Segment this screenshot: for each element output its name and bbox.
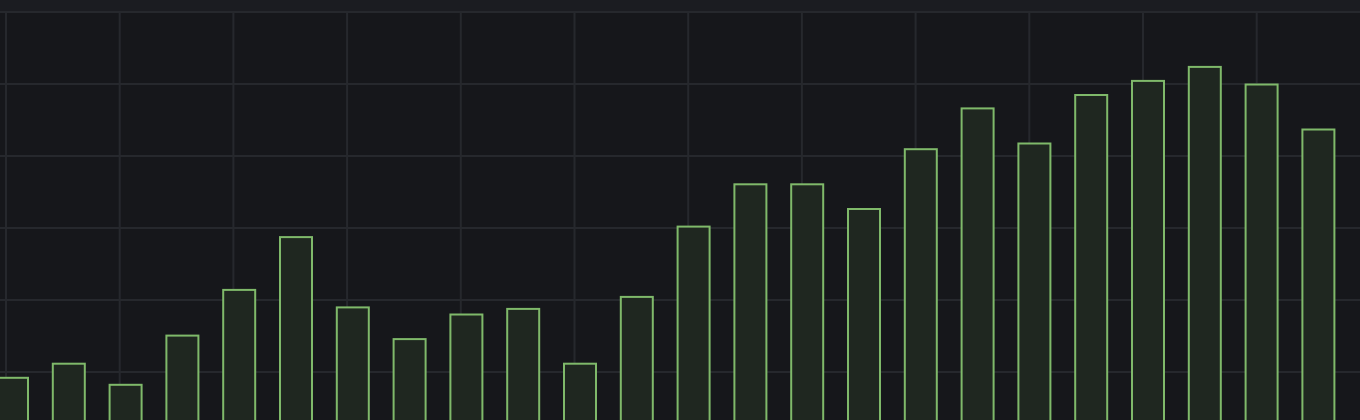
bars (0, 65, 1336, 420)
bar-1 (0, 376, 29, 420)
bar-6 (279, 236, 313, 420)
bar-20 (1074, 94, 1109, 420)
bar-4 (165, 334, 200, 420)
bar-21 (1131, 79, 1165, 420)
bar-7 (335, 306, 370, 420)
bar-16 (847, 208, 881, 420)
bar-23 (1244, 83, 1279, 420)
bar-13 (676, 225, 711, 420)
bar-3 (108, 383, 143, 420)
bar-10 (506, 307, 541, 420)
bar-2 (51, 362, 86, 420)
bar-11 (563, 362, 597, 420)
bar-24 (1301, 128, 1336, 420)
bar-15 (790, 183, 825, 420)
bar-9 (449, 313, 484, 420)
bar-8 (392, 338, 427, 420)
bar-17 (903, 148, 938, 420)
bar-14 (733, 183, 768, 420)
bar-22 (1187, 65, 1222, 420)
bar-18 (960, 107, 995, 420)
bar-12 (619, 295, 654, 420)
bar-5 (222, 288, 257, 420)
bar-19 (1017, 142, 1052, 420)
top-band (0, 0, 1360, 12)
